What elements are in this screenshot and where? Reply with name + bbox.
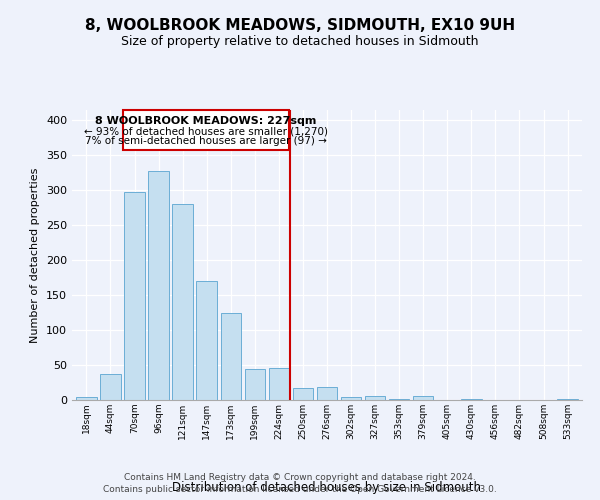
Bar [317, 388, 337, 400]
Y-axis label: Number of detached properties: Number of detached properties [31, 168, 40, 342]
Text: 8, WOOLBROOK MEADOWS, SIDMOUTH, EX10 9UH: 8, WOOLBROOK MEADOWS, SIDMOUTH, EX10 9UH [85, 18, 515, 32]
Bar [100, 374, 121, 400]
Text: Contains HM Land Registry data © Crown copyright and database right 2024.: Contains HM Land Registry data © Crown c… [124, 472, 476, 482]
Bar [557, 398, 578, 400]
Bar [269, 368, 289, 400]
Text: 7% of semi-detached houses are larger (97) →: 7% of semi-detached houses are larger (9… [85, 136, 326, 146]
Bar [221, 314, 241, 400]
Bar [293, 388, 313, 400]
Bar [76, 396, 97, 400]
Text: Contains public sector information licensed under the Open Government Licence v3: Contains public sector information licen… [103, 485, 497, 494]
Bar [341, 396, 361, 400]
FancyBboxPatch shape [122, 110, 289, 150]
Text: ← 93% of detached houses are smaller (1,270): ← 93% of detached houses are smaller (1,… [83, 126, 328, 136]
Bar [413, 396, 433, 400]
Bar [196, 281, 217, 400]
Text: Size of property relative to detached houses in Sidmouth: Size of property relative to detached ho… [121, 35, 479, 48]
Text: 8 WOOLBROOK MEADOWS: 227sqm: 8 WOOLBROOK MEADOWS: 227sqm [95, 116, 316, 126]
Bar [172, 204, 193, 400]
X-axis label: Distribution of detached houses by size in Sidmouth: Distribution of detached houses by size … [173, 481, 482, 494]
Bar [124, 192, 145, 400]
Bar [148, 171, 169, 400]
Bar [245, 370, 265, 400]
Bar [365, 396, 385, 400]
